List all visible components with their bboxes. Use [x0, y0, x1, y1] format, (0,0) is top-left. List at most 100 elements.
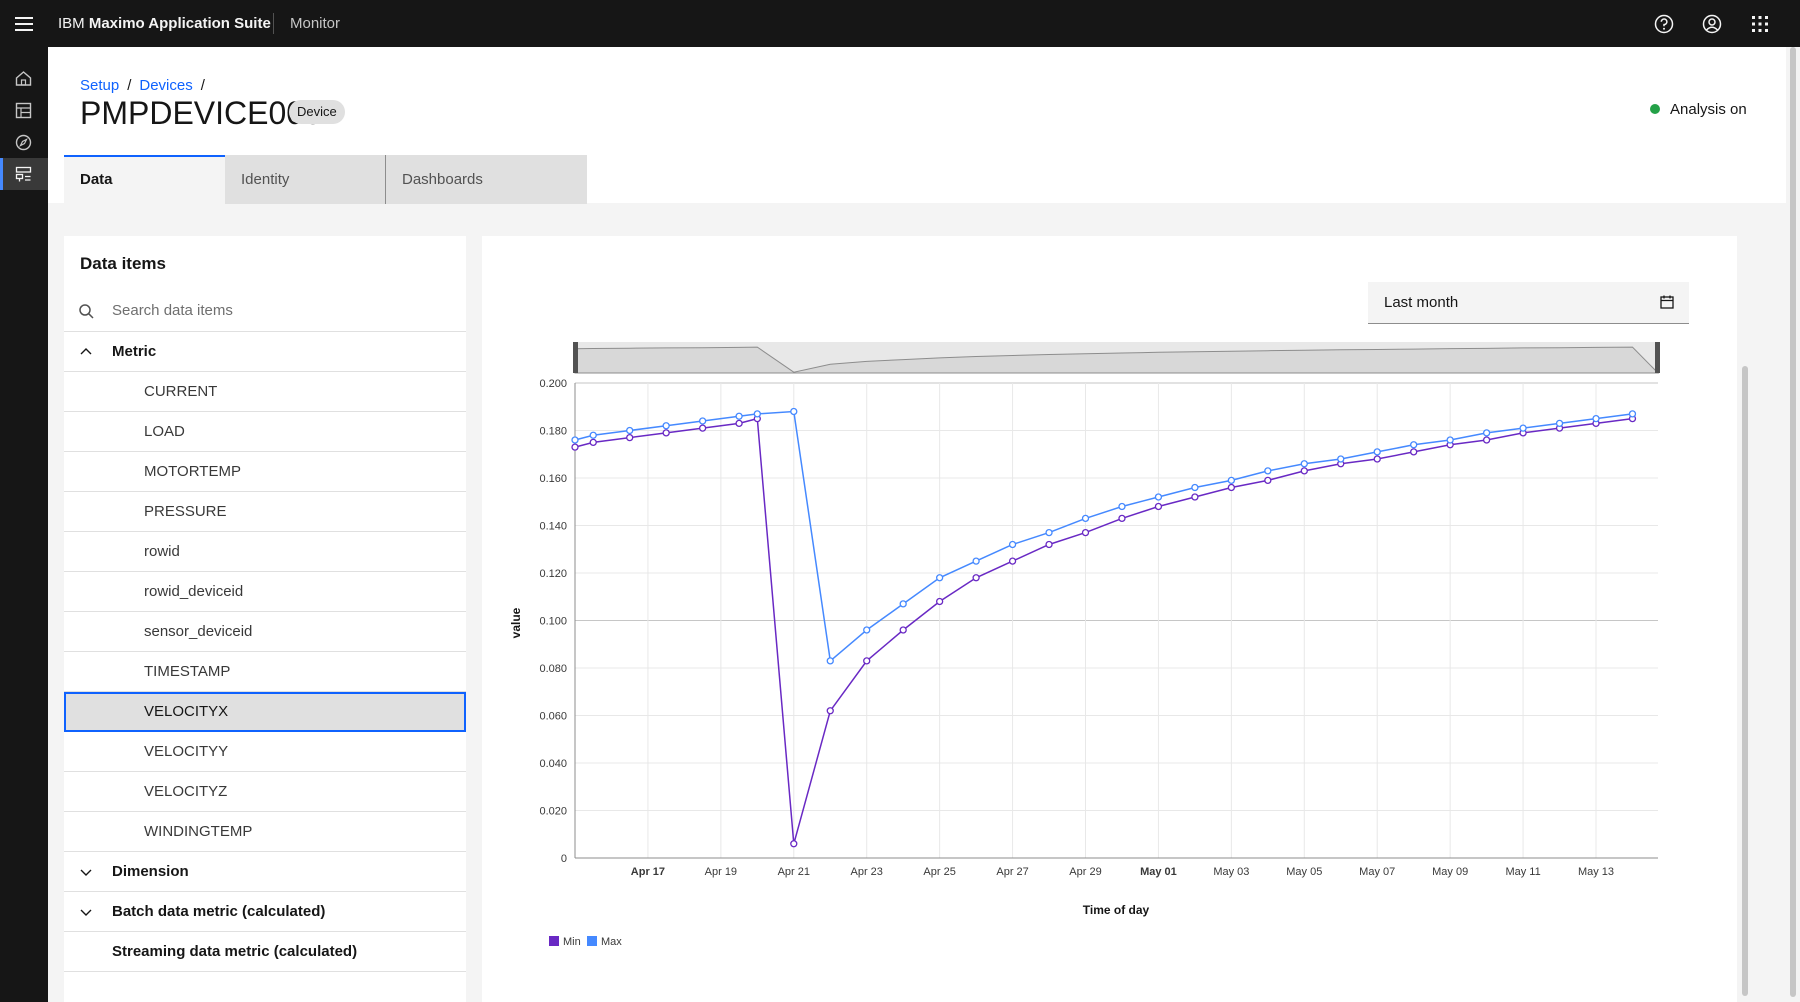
data-point-max	[863, 626, 871, 634]
data-point-max	[1008, 540, 1017, 549]
data-point-max	[1592, 414, 1600, 423]
data-point-max	[790, 407, 798, 416]
list-item[interactable]: TIMESTAMP	[64, 652, 466, 692]
y-tick-label: 0.180	[539, 426, 567, 438]
menu-icon[interactable]	[10, 10, 38, 37]
calendar-icon	[1660, 295, 1674, 309]
list-item[interactable]: WINDINGTEMP	[64, 812, 466, 852]
data-point-max	[1373, 448, 1381, 456]
search-data-items-input[interactable]: Search data items	[64, 291, 466, 332]
group-label: Dimension	[112, 863, 189, 880]
search-placeholder: Search data items	[112, 302, 233, 319]
tab-dashboards[interactable]: Dashboards	[386, 155, 587, 204]
data-point-max	[1555, 419, 1564, 428]
side-nav-rail	[0, 47, 48, 1002]
group-batch-metric[interactable]: Batch data metric (calculated)	[64, 892, 466, 932]
date-range-label: Last month	[1384, 294, 1459, 311]
data-point-max	[826, 657, 834, 665]
data-point-max	[972, 557, 980, 565]
x-tick-label: Apr 29	[1069, 866, 1101, 878]
item-label: MOTORTEMP	[144, 463, 241, 480]
item-label: WINDINGTEMP	[144, 823, 253, 840]
window-scrollbar-thumb[interactable]	[1790, 47, 1796, 997]
list-item[interactable]: LOAD	[64, 412, 466, 452]
chevron-down-icon	[80, 869, 92, 876]
x-axis: Apr 17 Apr 19 Apr 21 Apr 23 Apr 25 Apr 27 Apr …	[575, 857, 1658, 878]
list-item[interactable]: VELOCITYZ	[64, 772, 466, 812]
list-item[interactable]: rowid_deviceid	[64, 572, 466, 612]
data-point-min	[1410, 448, 1418, 456]
data-point-min	[735, 419, 743, 428]
data-point-max	[1227, 476, 1236, 485]
data-point-min	[698, 424, 707, 432]
data-point-max	[662, 422, 670, 430]
breadcrumb-devices[interactable]: Devices	[139, 77, 193, 94]
zoom-bar-overview	[574, 346, 1660, 374]
tab-data[interactable]: Data	[64, 155, 225, 204]
y-tick-label: 0.040	[539, 758, 567, 770]
data-point-max	[899, 600, 907, 608]
device-tag: Device	[289, 100, 345, 124]
chevron-down-icon	[80, 909, 92, 916]
data-point-max	[935, 574, 944, 582]
y-tick-label: 0.060	[539, 711, 567, 723]
y-tick-label: 0.160	[539, 473, 567, 485]
data-point-min	[1191, 493, 1199, 501]
y-tick-label: 0.100	[539, 616, 567, 628]
zoom-handle-left[interactable]	[573, 342, 578, 373]
list-item[interactable]: CURRENT	[64, 372, 466, 412]
data-point-min	[972, 574, 980, 582]
product-name[interactable]: IBM Maximo Application Suite	[58, 0, 271, 47]
data-point-min	[1118, 514, 1126, 523]
x-tick-label: May 13	[1578, 866, 1614, 878]
data-point-max	[1628, 410, 1637, 418]
y-tick-label: 0	[561, 853, 567, 865]
group-dimension[interactable]: Dimension	[64, 852, 466, 892]
app-switcher-icon[interactable]	[1747, 11, 1773, 37]
breadcrumb-setup[interactable]: Setup	[80, 77, 120, 94]
data-point-min	[1373, 455, 1381, 463]
data-point-max	[1154, 493, 1163, 501]
list-item[interactable]: rowid	[64, 532, 466, 572]
x-tick-label: Apr 25	[923, 866, 955, 878]
data-point-min	[1154, 502, 1163, 511]
list-item[interactable]: PRESSURE	[64, 492, 466, 532]
compass-icon[interactable]	[0, 126, 48, 158]
y-tick-label: 0.140	[539, 521, 567, 533]
scrollbar-thumb[interactable]	[1742, 366, 1748, 996]
page-title: PMPDEVICE005	[80, 95, 322, 131]
help-icon[interactable]	[1651, 11, 1677, 37]
list-item[interactable]: sensor_deviceid	[64, 612, 466, 652]
date-range-selector[interactable]: Last month	[1368, 282, 1689, 324]
app-name: Monitor	[290, 15, 341, 32]
breadcrumb-separator: /	[200, 77, 205, 94]
item-label: PRESSURE	[144, 503, 227, 520]
tab-identity[interactable]: Identity	[225, 155, 386, 204]
chart-grid	[575, 382, 1658, 859]
group-label: Streaming data metric (calculated)	[112, 943, 358, 960]
group-streaming-metric[interactable]: Streaming data metric (calculated)	[64, 932, 466, 972]
dashboard-icon[interactable]	[0, 94, 48, 126]
group-metric[interactable]: Metric	[64, 332, 466, 372]
data-point-min	[662, 429, 670, 437]
window-scrollbar[interactable]	[1786, 47, 1800, 1002]
data-point-max	[1482, 429, 1491, 437]
home-icon[interactable]	[0, 62, 48, 94]
list-item-selected[interactable]: VELOCITYX	[64, 692, 466, 732]
list-item[interactable]: MOTORTEMP	[64, 452, 466, 492]
group-label: Batch data metric (calculated)	[112, 903, 326, 920]
legend-swatch-max	[587, 936, 597, 946]
zoom-handle-right[interactable]	[1655, 342, 1660, 373]
series-line-min	[574, 417, 1633, 844]
data-point-min	[1482, 436, 1491, 444]
item-label: VELOCITYX	[144, 703, 229, 720]
y-axis-title: value	[509, 607, 523, 638]
item-label: rowid_deviceid	[144, 583, 244, 600]
devices-icon[interactable]	[0, 158, 48, 190]
item-label: VELOCITYZ	[144, 783, 228, 800]
list-item[interactable]: VELOCITYY	[64, 732, 466, 772]
data-point-max	[1519, 424, 1527, 432]
user-avatar-icon[interactable]	[1699, 11, 1725, 37]
x-tick-label: Apr 19	[705, 866, 737, 878]
card-scrollbar[interactable]	[1738, 236, 1752, 1002]
